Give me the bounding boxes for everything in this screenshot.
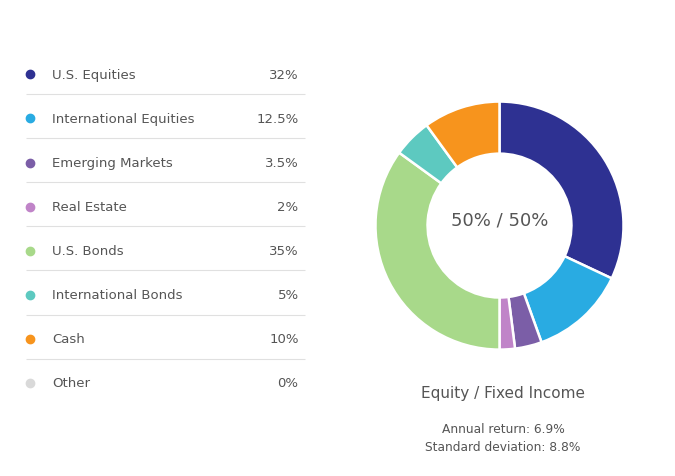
Text: Equity / Fixed Income: Equity / Fixed Income bbox=[421, 385, 585, 400]
Text: 50% / 50%: 50% / 50% bbox=[451, 211, 548, 229]
Text: Standard deviation: 8.8%: Standard deviation: 8.8% bbox=[425, 440, 580, 453]
Text: 12.5%: 12.5% bbox=[256, 113, 298, 126]
Text: Cash: Cash bbox=[53, 333, 85, 346]
Wedge shape bbox=[508, 294, 541, 349]
Wedge shape bbox=[399, 126, 457, 184]
Text: U.S. Equities: U.S. Equities bbox=[53, 69, 136, 82]
Text: 3.5%: 3.5% bbox=[265, 157, 298, 169]
Wedge shape bbox=[500, 102, 624, 279]
Text: 5%: 5% bbox=[277, 288, 298, 302]
Text: 10%: 10% bbox=[269, 333, 298, 346]
Text: U.S. Bonds: U.S. Bonds bbox=[53, 245, 124, 258]
Text: Other: Other bbox=[53, 377, 90, 389]
Text: Annual return: 6.9%: Annual return: 6.9% bbox=[441, 422, 564, 435]
Text: International Bonds: International Bonds bbox=[53, 288, 183, 302]
Text: 32%: 32% bbox=[269, 69, 298, 82]
Text: 35%: 35% bbox=[269, 245, 298, 258]
Text: International Equities: International Equities bbox=[53, 113, 195, 126]
Text: Emerging Markets: Emerging Markets bbox=[53, 157, 173, 169]
Text: 2%: 2% bbox=[277, 201, 298, 214]
Wedge shape bbox=[500, 298, 515, 350]
Wedge shape bbox=[524, 257, 612, 343]
Wedge shape bbox=[427, 102, 500, 168]
Text: Real Estate: Real Estate bbox=[53, 201, 128, 214]
Text: 0%: 0% bbox=[277, 377, 298, 389]
Wedge shape bbox=[375, 153, 500, 350]
